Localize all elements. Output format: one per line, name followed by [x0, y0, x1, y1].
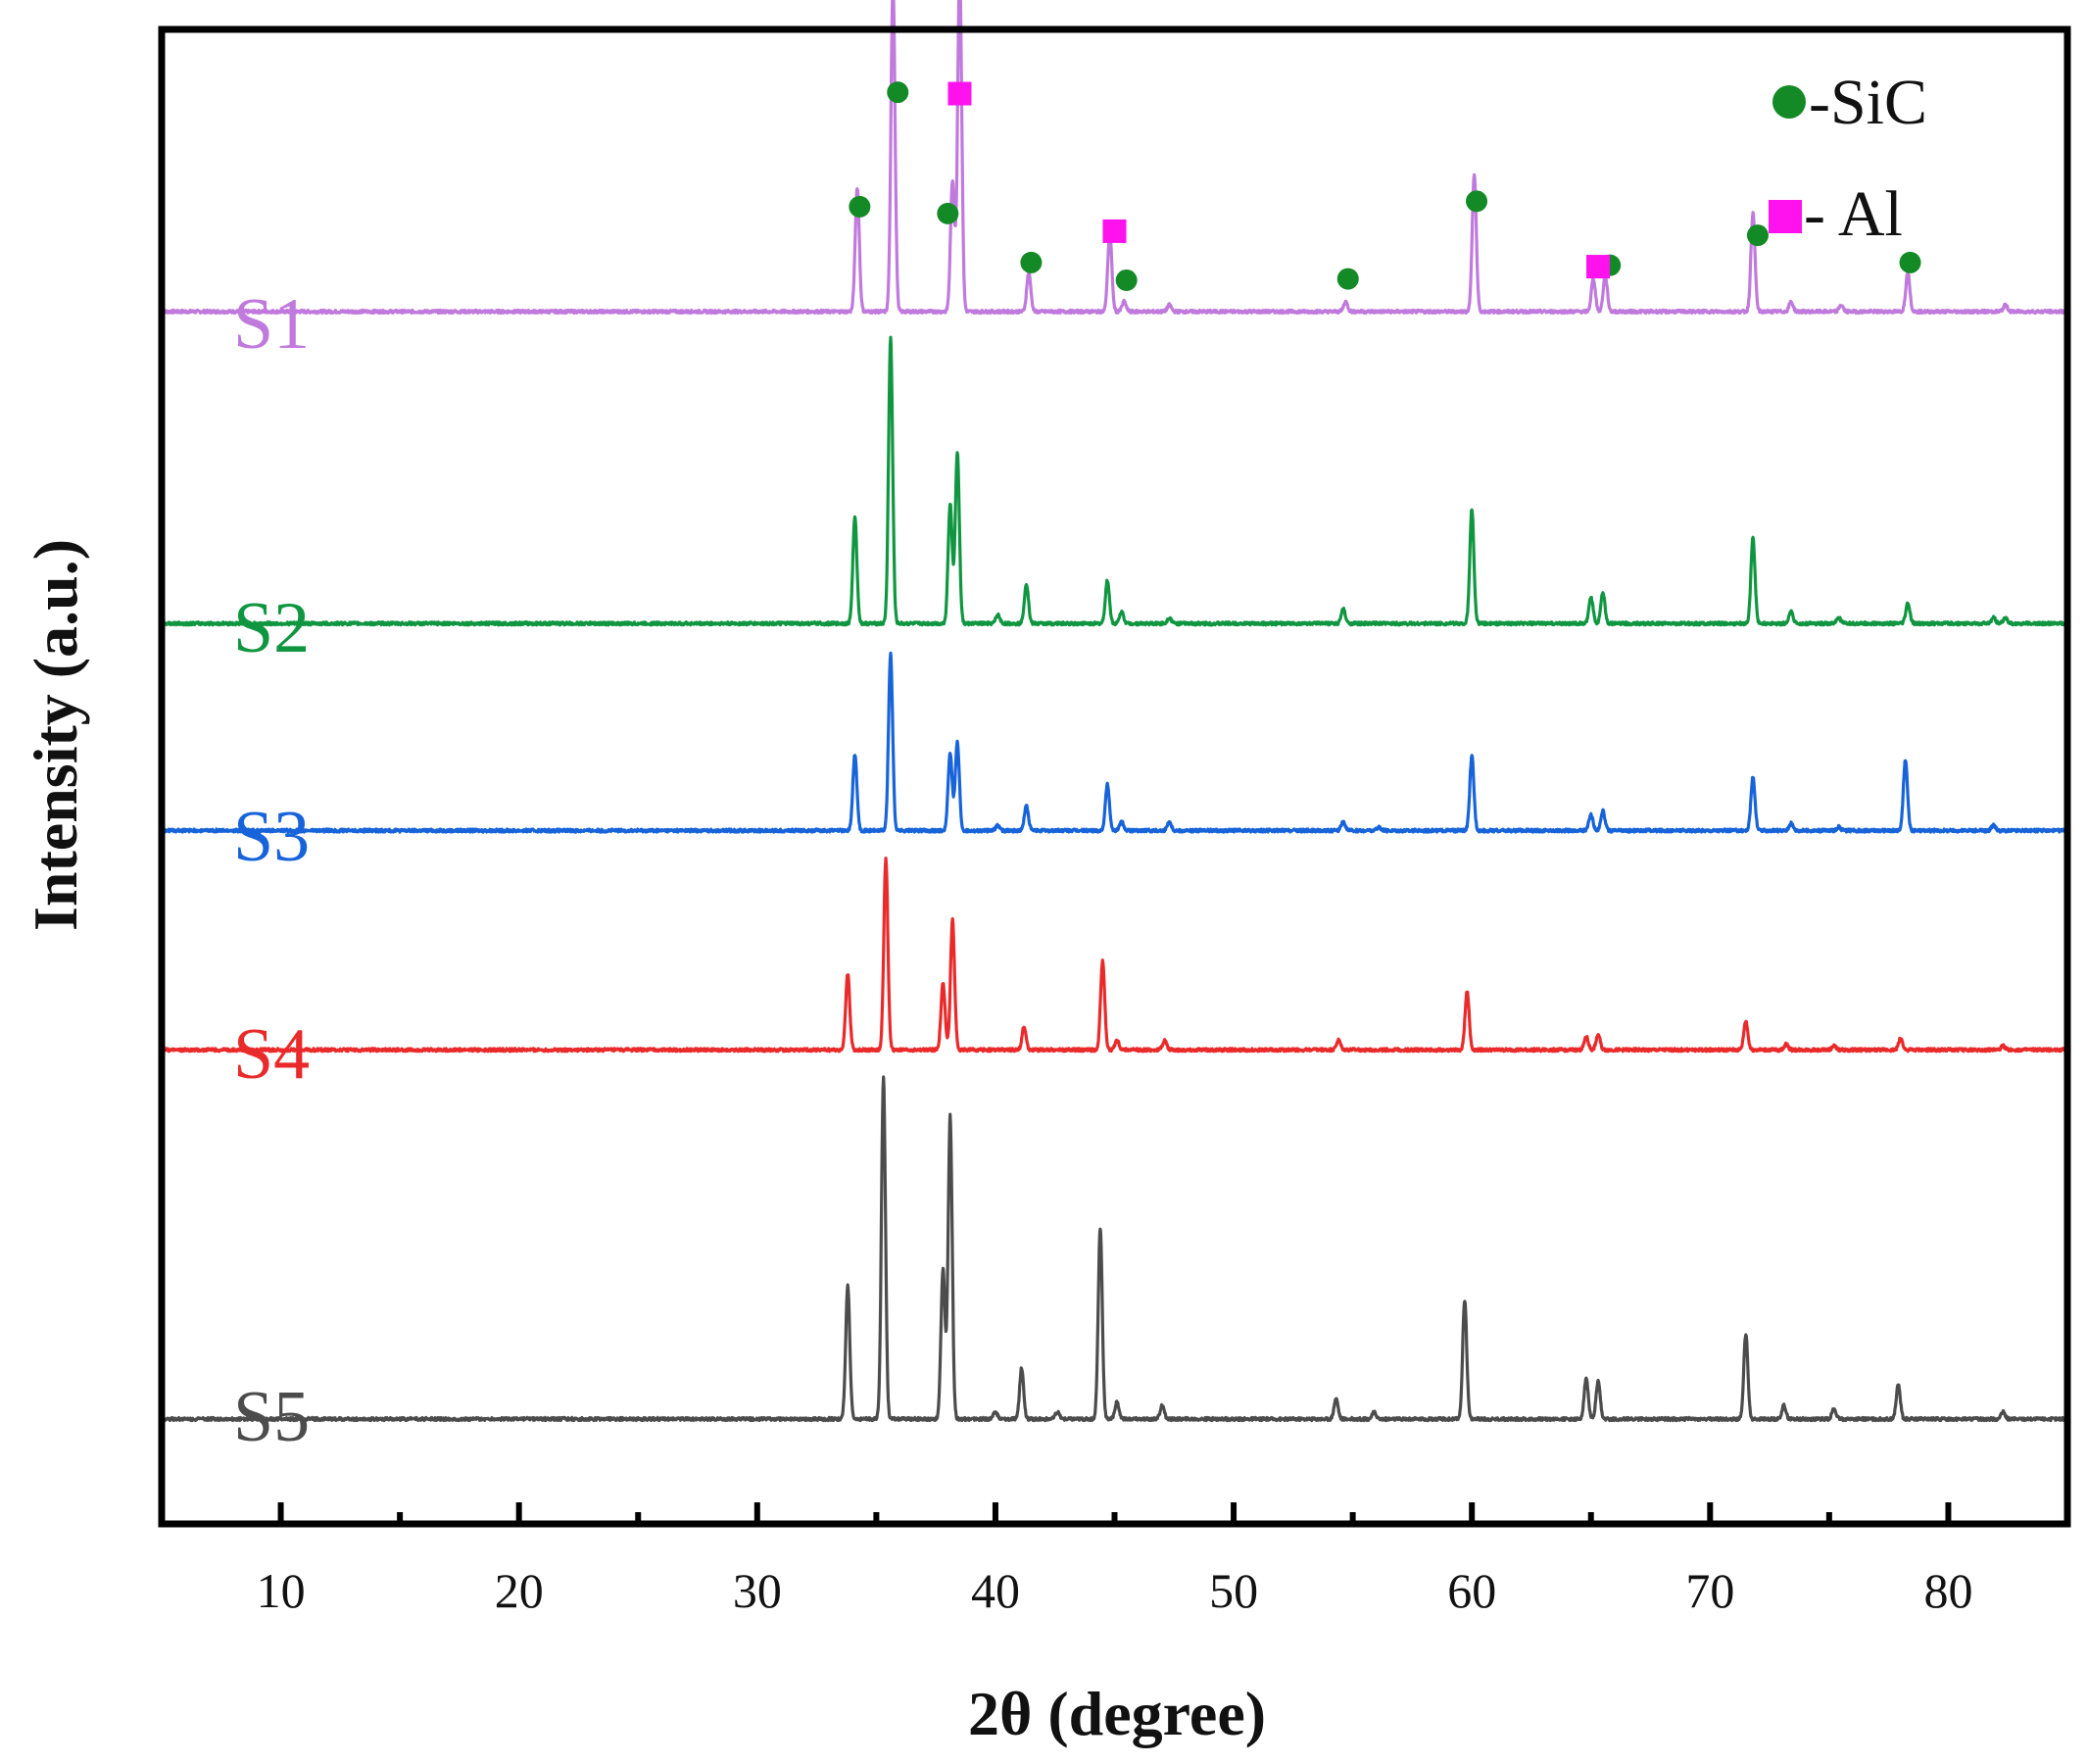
x-tick-label: 50 — [1209, 1563, 1258, 1618]
x-tick-label: 10 — [257, 1563, 306, 1618]
x-tick-label: 70 — [1685, 1563, 1734, 1618]
plot-frame — [158, 25, 2071, 1528]
series-label-s1: S1 — [233, 284, 310, 365]
sic-peak-marker — [1020, 251, 1043, 273]
series-line-s5 — [160, 1075, 2069, 1423]
y-axis-title: Intensity (a.u.) — [21, 539, 90, 931]
al-peak-marker — [1102, 219, 1127, 243]
series-line-s4 — [160, 857, 2069, 1054]
series-label-s3: S3 — [233, 797, 310, 877]
sic-peak-marker — [1336, 268, 1359, 290]
legend-al-marker — [1769, 200, 1802, 233]
series-layer — [160, 0, 2069, 1423]
series-label-s2: S2 — [233, 588, 310, 668]
x-tick-label: 30 — [733, 1563, 782, 1618]
series-label-s5: S5 — [233, 1377, 310, 1457]
x-tick-label: 40 — [971, 1563, 1020, 1618]
legend-al-label: - Al — [1804, 178, 1903, 250]
sic-peak-marker — [849, 195, 871, 218]
x-axis-title: 2θ (degree) — [968, 1679, 1266, 1748]
x-tick-label: 60 — [1447, 1563, 1496, 1618]
sic-peak-marker — [1746, 224, 1769, 247]
sic-peak-marker — [887, 81, 909, 104]
al-peak-marker — [947, 81, 972, 106]
x-tick-label: 80 — [1923, 1563, 1972, 1618]
x-tick-label: 20 — [495, 1563, 544, 1618]
sic-peak-marker — [937, 202, 959, 224]
series-line-s1 — [160, 0, 2069, 316]
series-line-s3 — [160, 651, 2069, 834]
x-axis-ticks: 10 20 30 40 50 60 70 80 — [257, 1502, 1972, 1618]
series-line-s2 — [160, 335, 2069, 627]
sic-peak-marker — [1115, 269, 1138, 291]
sic-peak-marker — [1899, 251, 1921, 273]
phase-marker-layer — [849, 81, 1921, 291]
legend: -SiC - Al — [1769, 67, 1927, 250]
legend-sic-label: -SiC — [1809, 67, 1927, 138]
sic-peak-marker — [1466, 190, 1488, 213]
legend-sic-marker — [1772, 85, 1806, 119]
al-peak-marker — [1586, 255, 1611, 279]
series-label-s4: S4 — [233, 1014, 310, 1095]
